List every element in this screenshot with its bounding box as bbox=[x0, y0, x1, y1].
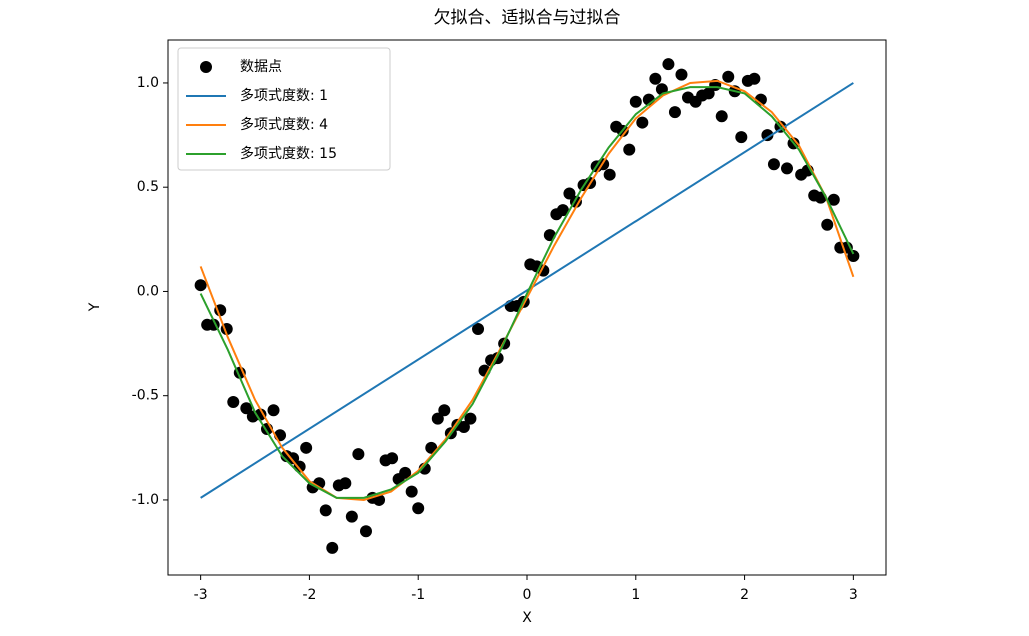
data-point bbox=[847, 250, 860, 263]
data-point bbox=[319, 504, 332, 517]
legend-label: 多项式度数: 1 bbox=[240, 87, 328, 104]
data-point bbox=[556, 204, 569, 217]
y-tick-label: -1.0 bbox=[132, 492, 159, 508]
x-tick-label: 1 bbox=[631, 587, 640, 603]
data-point bbox=[629, 95, 642, 108]
data-point bbox=[457, 420, 470, 433]
data-point bbox=[399, 466, 412, 479]
data-point bbox=[267, 404, 280, 417]
data-point bbox=[662, 58, 675, 71]
data-point bbox=[405, 485, 418, 498]
data-point bbox=[748, 72, 761, 85]
x-tick-label: -3 bbox=[194, 587, 208, 603]
data-point bbox=[339, 477, 352, 490]
y-axis-label: Y bbox=[87, 302, 103, 312]
data-point bbox=[603, 168, 616, 181]
data-point bbox=[438, 404, 451, 417]
y-tick-label: -0.5 bbox=[132, 388, 159, 404]
data-point bbox=[767, 158, 780, 171]
data-point bbox=[623, 143, 636, 156]
data-point bbox=[649, 72, 662, 85]
data-point bbox=[735, 131, 748, 144]
fit-line bbox=[200, 82, 854, 499]
data-point bbox=[227, 395, 240, 408]
data-point bbox=[827, 193, 840, 206]
x-tick-label: 2 bbox=[740, 587, 749, 603]
data-point bbox=[326, 541, 339, 554]
data-point bbox=[412, 502, 425, 515]
fit-line bbox=[199, 86, 855, 499]
x-axis-label: X bbox=[522, 610, 532, 626]
y-tick-label: 0.5 bbox=[137, 179, 159, 195]
x-tick-label: 0 bbox=[523, 587, 532, 603]
legend-label: 数据点 bbox=[240, 59, 282, 75]
data-point bbox=[702, 87, 715, 100]
legend-box bbox=[177, 47, 391, 171]
data-point bbox=[352, 448, 365, 461]
legend-label: 多项式度数: 15 bbox=[240, 145, 337, 162]
data-point bbox=[431, 412, 444, 425]
data-point bbox=[386, 452, 399, 465]
data-point bbox=[636, 116, 649, 129]
legend-label: 多项式度数: 4 bbox=[240, 116, 328, 133]
data-point bbox=[781, 162, 794, 175]
chart-title: 欠拟合、适拟合与过拟合 bbox=[434, 8, 621, 28]
data-point bbox=[359, 525, 372, 538]
data-point bbox=[464, 412, 477, 425]
y-tick-label: 1.0 bbox=[137, 75, 159, 91]
x-tick-label: -2 bbox=[302, 587, 316, 603]
data-point bbox=[722, 70, 735, 83]
data-point bbox=[668, 106, 681, 119]
data-point bbox=[563, 187, 576, 200]
data-point bbox=[300, 441, 313, 454]
data-point bbox=[240, 402, 253, 415]
legend-marker bbox=[200, 61, 212, 73]
data-point bbox=[472, 322, 485, 335]
data-point bbox=[821, 218, 834, 231]
data-point bbox=[715, 110, 728, 123]
data-point bbox=[345, 510, 358, 523]
fit-line bbox=[199, 79, 855, 501]
data-point bbox=[293, 460, 306, 473]
plot-frame bbox=[167, 39, 887, 576]
data-point bbox=[287, 452, 300, 465]
data-point bbox=[675, 68, 688, 81]
x-tick-label: 3 bbox=[849, 587, 858, 603]
data-point bbox=[194, 279, 207, 292]
data-point bbox=[761, 129, 774, 142]
y-tick-label: 0.0 bbox=[137, 283, 159, 299]
x-tick-label: -1 bbox=[411, 587, 425, 603]
